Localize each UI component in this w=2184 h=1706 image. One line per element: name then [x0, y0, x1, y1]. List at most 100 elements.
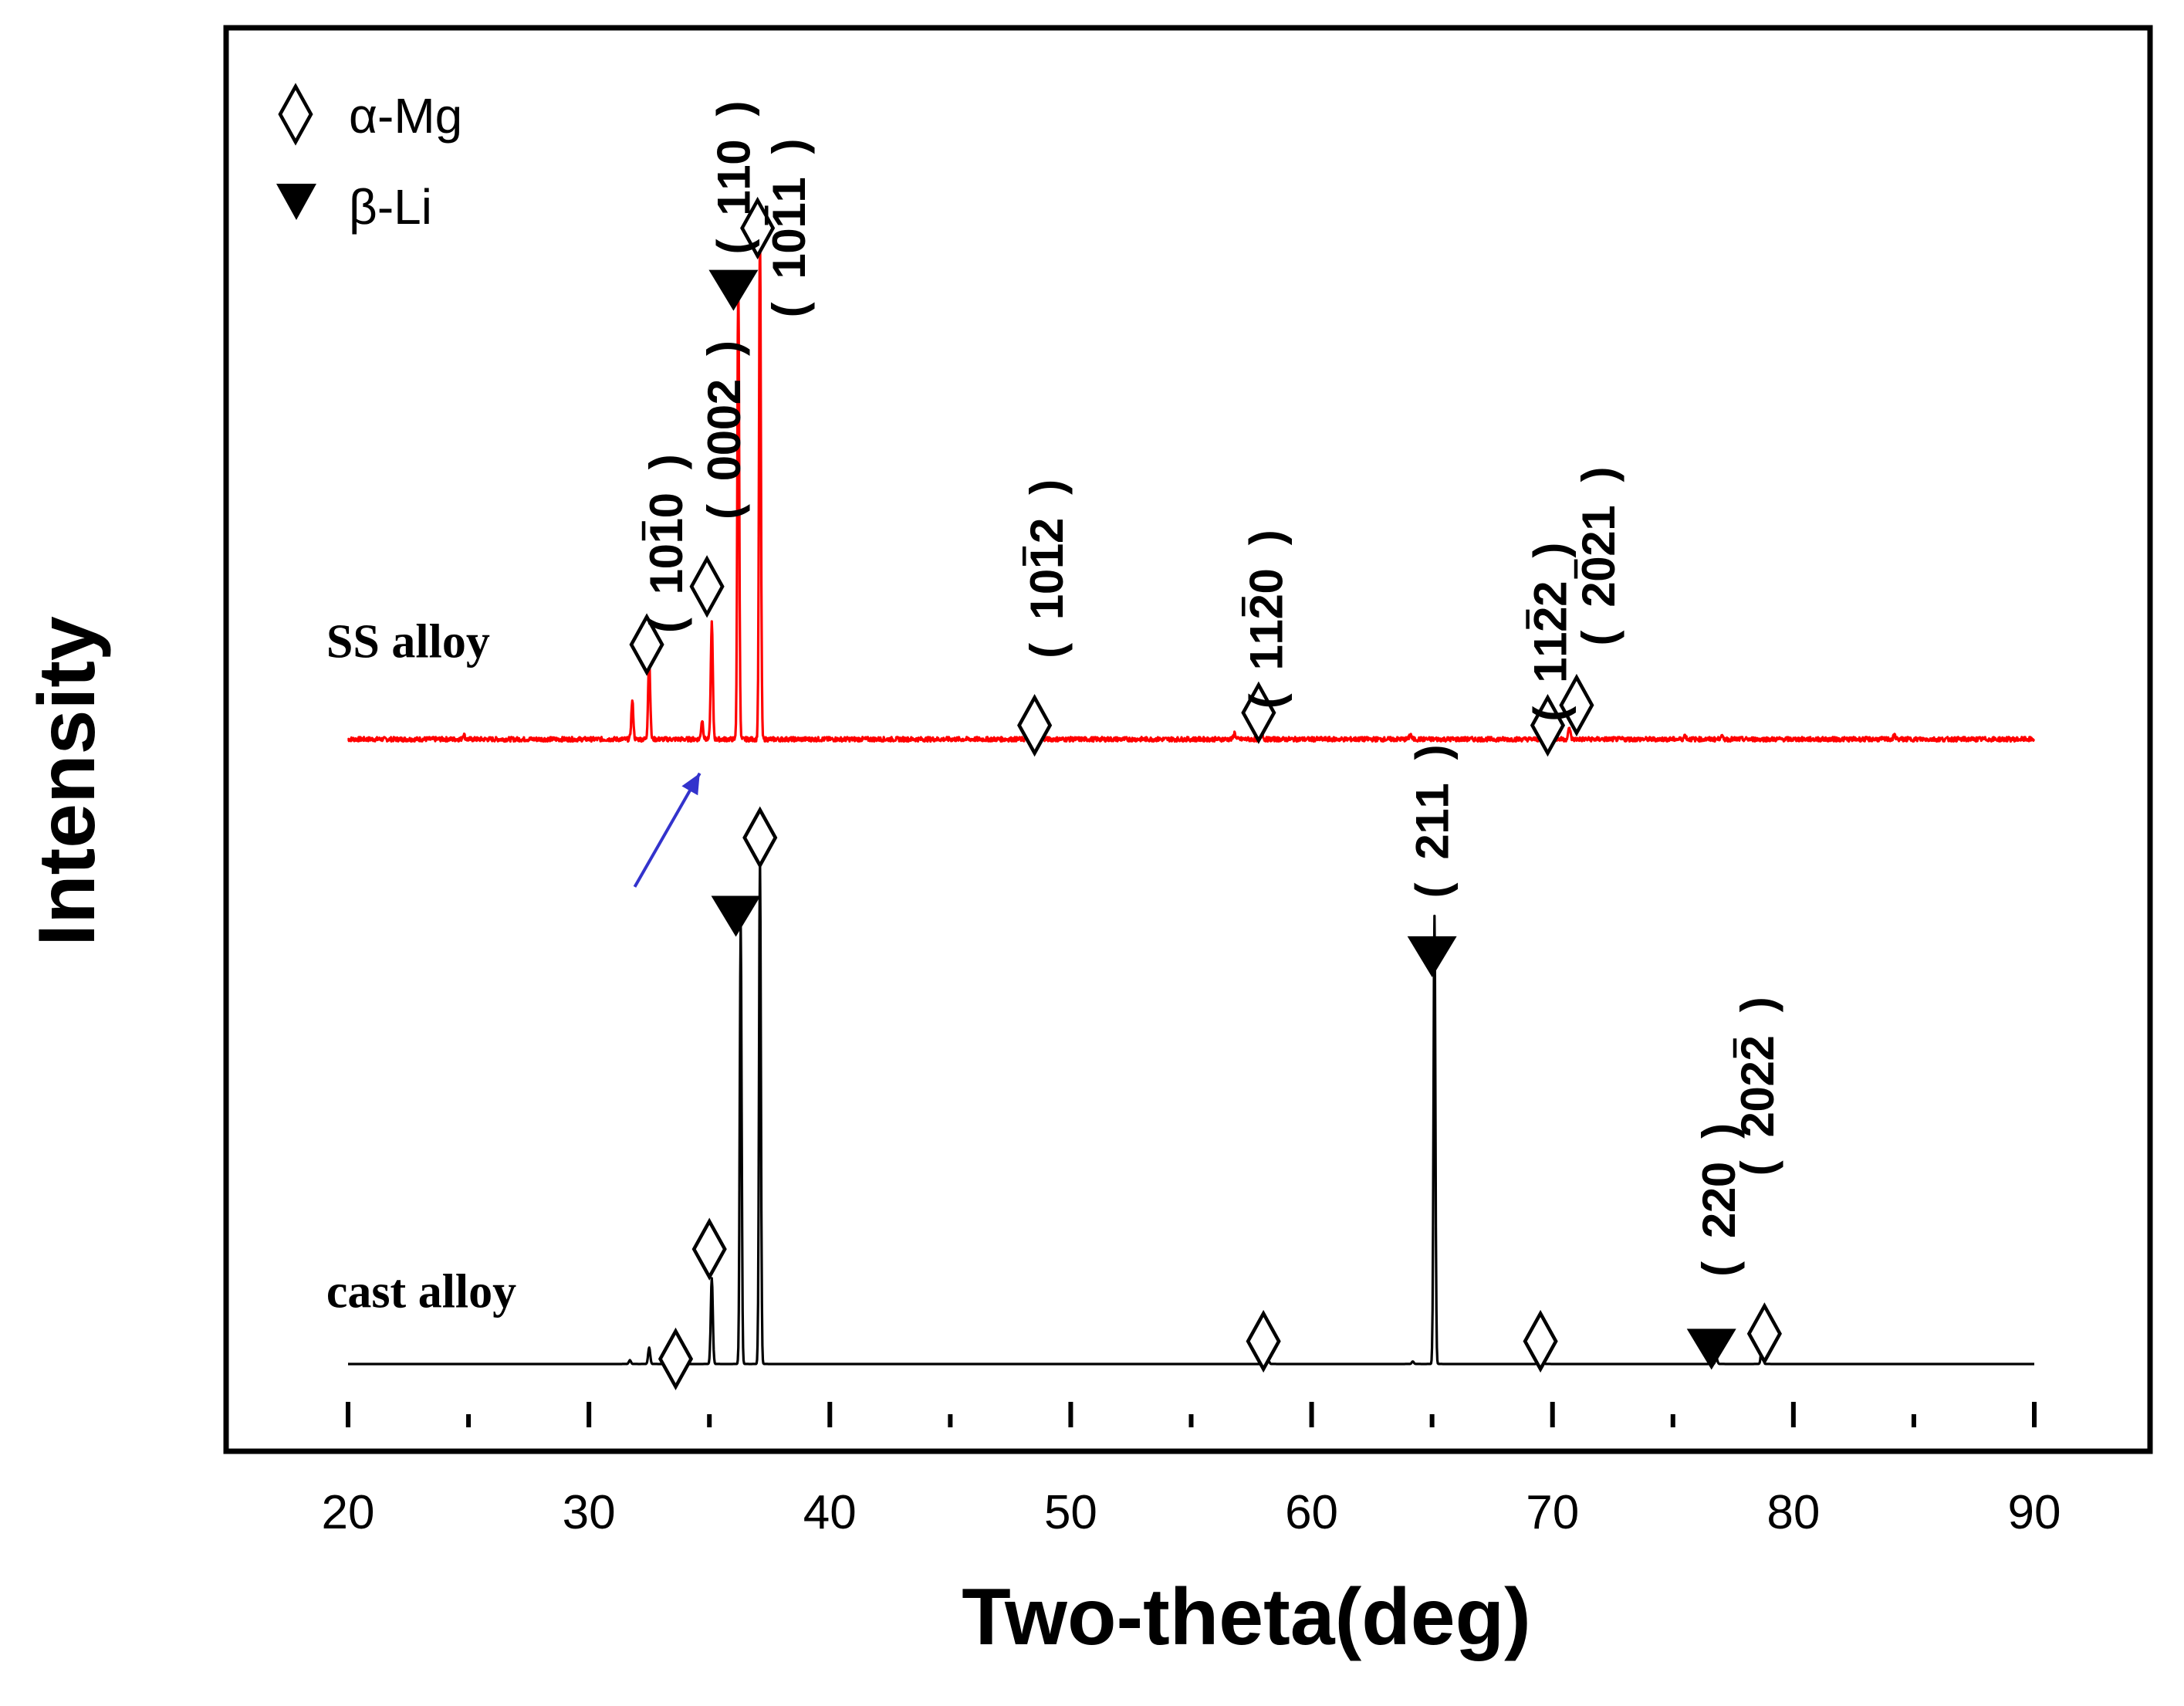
x-tick-label: 60	[1285, 1486, 1338, 1539]
x-tick-label: 50	[1044, 1486, 1097, 1539]
hkl-paren-open: (	[708, 239, 759, 255]
hkl-label: (110)	[708, 101, 759, 255]
alpha-mg-marker	[1246, 1309, 1281, 1373]
alpha-mg-marker	[689, 555, 725, 618]
legend: α-Mg β-Li	[276, 83, 462, 235]
hkl-digit: 2	[1732, 1112, 1783, 1137]
hkl-paren-open: (	[1693, 1261, 1745, 1277]
hkl-digit: 0	[1240, 568, 1292, 594]
beta-li-marker	[1407, 936, 1457, 977]
hkl-digit: 1	[1407, 808, 1459, 834]
alpha-mg-marker	[1530, 694, 1566, 757]
x-tick-label: 40	[803, 1486, 857, 1539]
hkl-digit: 2	[1732, 1035, 1783, 1061]
hkl-paren-close: )	[1525, 543, 1577, 558]
series-line	[347, 225, 2036, 743]
alpha-mg-marker	[1241, 681, 1276, 744]
arrow-shaft	[633, 772, 702, 888]
x-tick-label: 70	[1526, 1486, 1579, 1539]
hkl-paren-open: (	[1732, 1160, 1783, 1176]
legend-triangle-icon	[276, 184, 316, 220]
hkl-paren-close: )	[1732, 997, 1783, 1012]
hkl-label: (220)	[1693, 1123, 1745, 1277]
hkl-paren-close: )	[1573, 467, 1624, 482]
hkl-digit: 2	[1573, 581, 1624, 607]
series-line	[347, 858, 2035, 1366]
alpha-mg-marker	[1017, 694, 1053, 757]
hkl-paren-close: )	[1021, 479, 1073, 495]
hkl-paren-open: (	[641, 618, 692, 633]
hkl-digit: 2	[1573, 530, 1624, 556]
hkl-digit: 2	[1525, 606, 1577, 631]
hkl-digit: 1	[1240, 645, 1292, 670]
alpha-mg-marker	[658, 1327, 694, 1391]
y-axis-title: Intensity	[22, 616, 112, 946]
beta-li-marker	[708, 269, 759, 311]
hkl-digit: 0	[1573, 556, 1624, 581]
hkl-digit: 1	[1407, 783, 1459, 808]
hkl-digit: 2	[1407, 834, 1459, 859]
hkl-digit: 2	[1732, 1061, 1783, 1086]
hkl-paren-close: )	[1693, 1123, 1745, 1139]
legend-diamond-icon	[278, 83, 313, 146]
hkl-digit: 1	[1525, 631, 1577, 657]
hkl-digit: 1	[1021, 543, 1073, 569]
beta-li-marker	[1686, 1329, 1736, 1370]
x-tick-label: 90	[2008, 1486, 2061, 1539]
hkl-paren-close: )	[698, 340, 750, 356]
alpha-mg-marker	[629, 613, 664, 676]
arrow-head	[681, 773, 700, 796]
plot-frame	[223, 25, 2153, 1454]
hkl-digit: 2	[1693, 1213, 1745, 1238]
hkl-paren-close: )	[1407, 744, 1459, 760]
hkl-digit: 0	[763, 228, 815, 253]
series-label: SS alloy	[326, 615, 490, 668]
hkl-digit: 1	[1021, 594, 1073, 620]
hkl-paren-open: (	[1573, 631, 1624, 646]
hkl-digit: 0	[1021, 569, 1073, 594]
hkl-digit: 2	[1693, 1187, 1745, 1213]
hkl-digit: 0	[641, 493, 692, 518]
hkl-label: (211)	[1407, 744, 1459, 898]
legend-label-alpha: α-Mg	[349, 88, 462, 144]
x-tick-label: 80	[1766, 1486, 1820, 1539]
hkl-digit: 1	[708, 164, 759, 190]
hkl-digit: 1	[763, 253, 815, 279]
hkl-digit: 1	[1573, 505, 1624, 530]
series-label: cast alloy	[326, 1265, 516, 1318]
hkl-paren-open: (	[1525, 706, 1577, 722]
hkl-paren-close: )	[763, 138, 815, 154]
hkl-digit: 2	[1525, 581, 1577, 606]
hkl-digit: 1	[1240, 619, 1292, 645]
hkl-digit: 2	[1021, 518, 1073, 543]
hkl-digit: 0	[708, 139, 759, 164]
hkl-digit: 0	[1732, 1086, 1783, 1112]
hkl-digit: 1	[1525, 657, 1577, 682]
alpha-mg-marker	[742, 806, 778, 869]
beta-li-marker	[711, 895, 761, 937]
hkl-digit: 1	[641, 569, 692, 594]
hkl-digit: 0	[698, 404, 750, 430]
hkl-digit: 1	[763, 202, 815, 228]
hkl-digit: 0	[698, 430, 750, 455]
hkl-paren-open: (	[1240, 693, 1292, 709]
x-tick-label: 30	[563, 1486, 616, 1539]
alpha-mg-marker	[1523, 1309, 1558, 1373]
legend-label-beta: β-Li	[349, 179, 432, 235]
x-axis-title: Two-theta(deg)	[962, 1572, 1531, 1662]
series-group	[347, 225, 2036, 1366]
x-axis: 20 30 40 50 60 70 80 90	[322, 1402, 2061, 1539]
x-tick-label: 20	[322, 1486, 375, 1539]
alpha-mg-marker	[1746, 1302, 1782, 1366]
hkl-paren-open: (	[1021, 643, 1073, 658]
hkl-digit: 0	[698, 455, 750, 481]
hkl-paren-open: (	[698, 504, 750, 520]
hkl-paren-open: (	[763, 302, 815, 317]
hkl-paren-close: )	[1240, 530, 1292, 545]
